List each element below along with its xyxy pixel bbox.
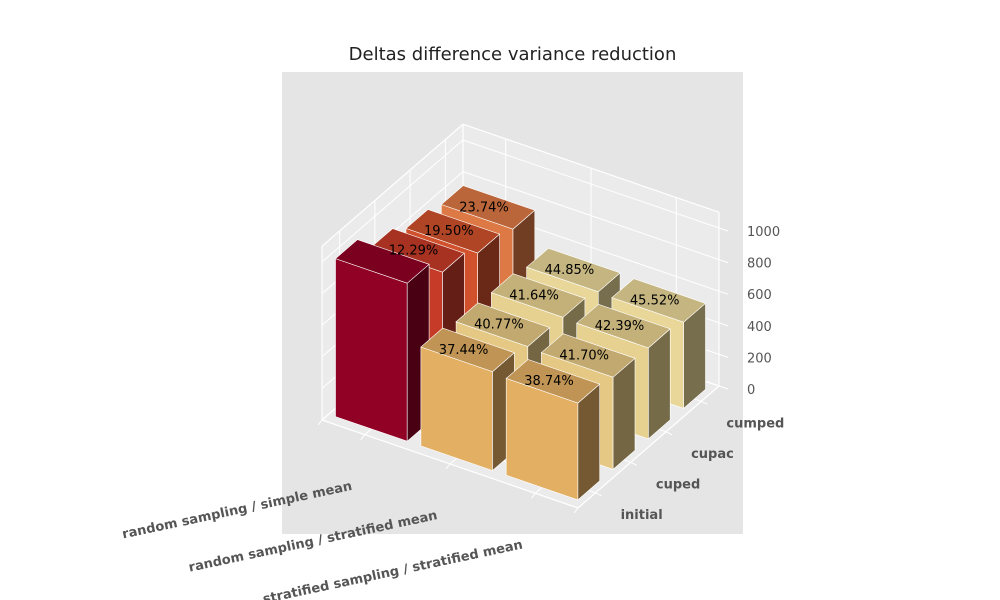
z-gridline-left	[321, 139, 464, 263]
y-tick-label: initial	[621, 508, 663, 523]
bar-front-face	[335, 258, 408, 442]
data-label: 44.85%	[545, 263, 595, 278]
data-label: 38.74%	[524, 374, 574, 389]
bar-random-sampling-simple-mean-initial	[334, 239, 430, 442]
bar-top-face	[540, 333, 636, 378]
bar-top-face	[455, 302, 551, 347]
data-label: 45.52%	[630, 294, 680, 309]
z-tick	[718, 353, 729, 358]
data-label: 41.70%	[559, 349, 609, 364]
floor-right-edge	[577, 385, 720, 509]
data-label: 42.39%	[595, 319, 645, 334]
bar-top-face	[405, 209, 501, 254]
x-tick	[360, 434, 366, 441]
z-tick-label: 1000	[747, 225, 780, 240]
z-tick-label: 600	[747, 288, 772, 303]
z-tick-label: 0	[747, 383, 755, 398]
x-tick	[317, 419, 323, 426]
y-tick	[630, 461, 638, 466]
x-tick	[445, 463, 451, 470]
z-tick	[718, 322, 729, 327]
bar-side-face	[577, 383, 601, 501]
tick-marks	[317, 227, 729, 514]
z-tick	[718, 290, 729, 295]
z-tick	[718, 259, 729, 264]
bar-stratified-sampling-stratified-mean-initial	[505, 359, 601, 501]
z-tick	[718, 385, 729, 390]
bar-top-face	[576, 303, 671, 349]
left-pane-top-edge	[321, 123, 464, 247]
data-label: 41.64%	[509, 289, 559, 304]
data-label: 23.74%	[459, 200, 509, 215]
y-tick	[595, 492, 602, 497]
y-tick-label: cuped	[656, 477, 700, 492]
bar-side-face	[612, 357, 636, 471]
data-label: 37.44%	[439, 343, 489, 358]
data-labels: 23.74% 44.85% 45.52% 19.50% 41.64% 42.39% 12.2…	[389, 200, 680, 389]
bars	[334, 185, 707, 501]
data-label: 19.50%	[424, 224, 474, 239]
x-tick	[573, 507, 579, 514]
data-label: 12.29%	[389, 243, 439, 258]
bar-top-face	[334, 239, 430, 284]
z-tick-label: 200	[747, 351, 772, 366]
x-tick	[530, 492, 536, 499]
bar-top-face	[490, 273, 586, 318]
z-tick	[718, 227, 729, 232]
z-tick-label: 400	[747, 320, 772, 335]
y-tick-label: cumped	[726, 416, 784, 431]
y-tick	[665, 431, 673, 436]
bar-top-face	[611, 278, 707, 323]
bar-top-face	[526, 247, 621, 293]
y-tick	[701, 400, 708, 405]
data-label: 40.77%	[474, 318, 524, 333]
bar-top-face	[420, 327, 515, 372]
z-tick-label: 800	[747, 257, 772, 272]
chart-title: Deltas difference variance reduction	[348, 44, 677, 65]
y-tick-label: cupac	[691, 447, 734, 462]
bar-top-face	[440, 185, 536, 230]
bar-top-face	[505, 359, 601, 404]
